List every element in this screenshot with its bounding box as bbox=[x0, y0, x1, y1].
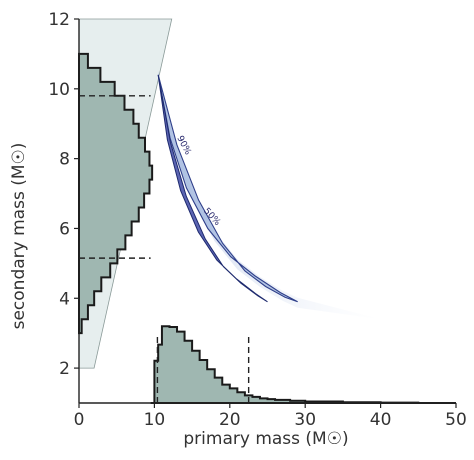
y-axis-title: secondary mass (M☉) bbox=[9, 143, 29, 330]
y-tick-label-2: 2 bbox=[59, 359, 70, 379]
x-tick-label-20: 20 bbox=[219, 410, 241, 430]
x-tick-label-10: 10 bbox=[144, 410, 166, 430]
x-axis-title: primary mass (M☉) bbox=[183, 429, 348, 449]
y-tick-label-10: 10 bbox=[48, 80, 70, 100]
x-tick-label-50: 50 bbox=[445, 410, 467, 430]
contour-50 bbox=[157, 74, 268, 303]
primary-mass-histogram bbox=[150, 325, 456, 404]
y-tick-label-12: 12 bbox=[48, 10, 70, 30]
x-tick-label-40: 40 bbox=[370, 410, 392, 430]
contour-90 bbox=[157, 74, 298, 303]
y-tick-label-4: 4 bbox=[59, 289, 70, 309]
x-tick-label-30: 30 bbox=[294, 410, 316, 430]
y-tick-label-6: 6 bbox=[59, 219, 70, 239]
y-tick-label-8: 8 bbox=[59, 150, 70, 170]
x-tick-label-0: 0 bbox=[74, 410, 85, 430]
